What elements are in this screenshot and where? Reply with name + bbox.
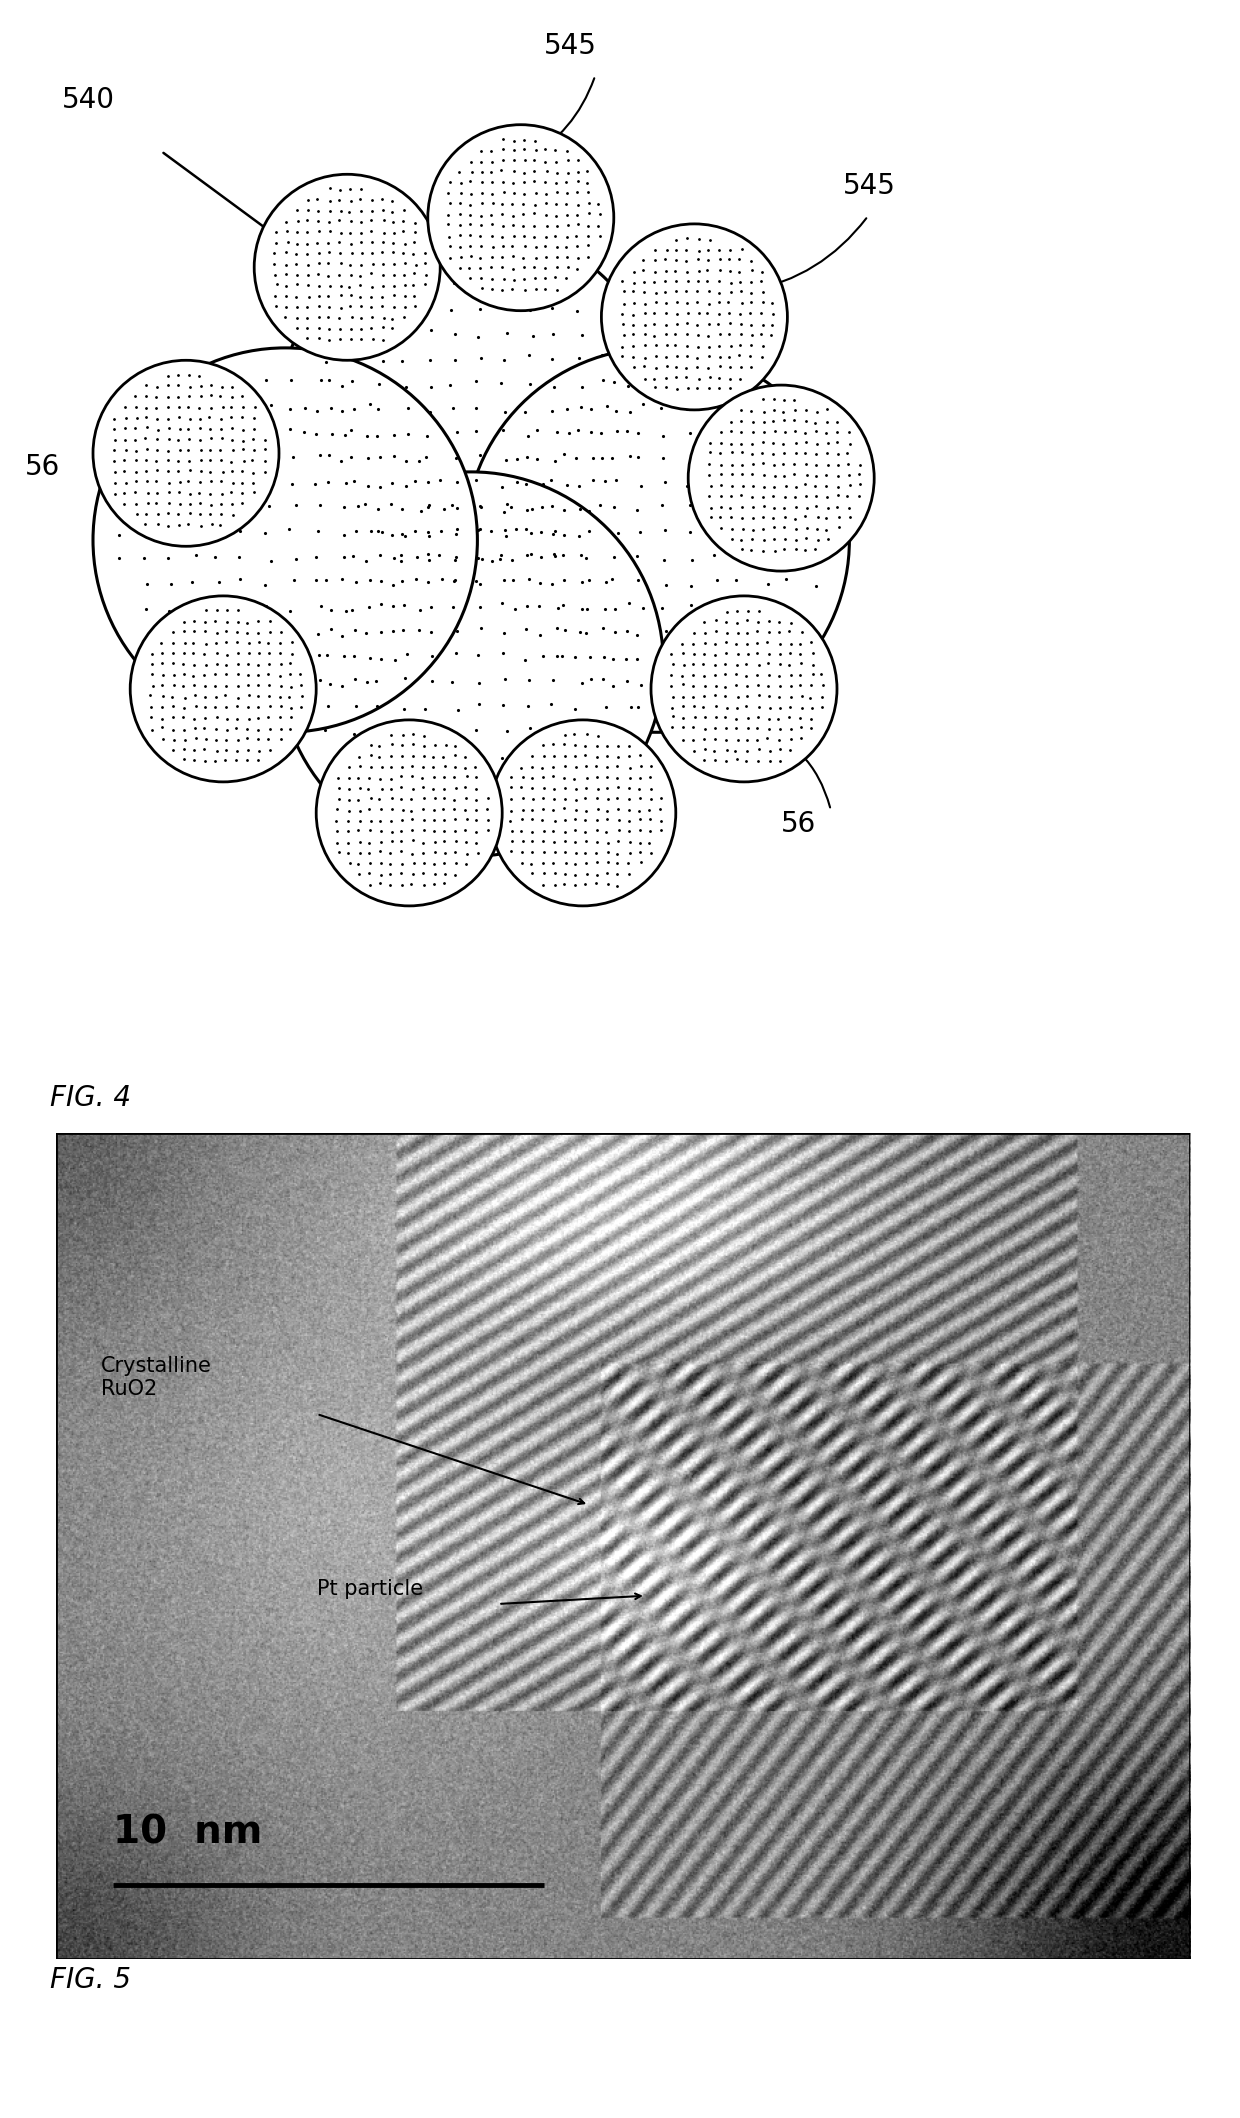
Circle shape [490, 720, 676, 907]
Circle shape [428, 125, 614, 311]
Circle shape [601, 225, 787, 411]
Circle shape [130, 595, 316, 782]
Text: FIG. 5: FIG. 5 [50, 1966, 130, 1993]
Circle shape [651, 595, 837, 782]
Circle shape [93, 360, 279, 546]
Circle shape [279, 472, 663, 856]
Text: 545: 545 [544, 32, 596, 59]
Text: Crystalline
RuO2: Crystalline RuO2 [102, 1356, 212, 1400]
Text: 545: 545 [843, 172, 897, 201]
Text: 56: 56 [781, 809, 816, 839]
Circle shape [688, 385, 874, 572]
Circle shape [465, 347, 849, 733]
Circle shape [316, 720, 502, 907]
Circle shape [254, 174, 440, 360]
Text: FIG. 4: FIG. 4 [50, 1084, 130, 1112]
Circle shape [93, 347, 477, 733]
Text: 10  nm: 10 nm [113, 1813, 262, 1851]
Text: 540: 540 [62, 87, 115, 114]
Text: Pt particle: Pt particle [316, 1580, 423, 1599]
Text: 56: 56 [25, 453, 60, 481]
Circle shape [279, 225, 663, 608]
